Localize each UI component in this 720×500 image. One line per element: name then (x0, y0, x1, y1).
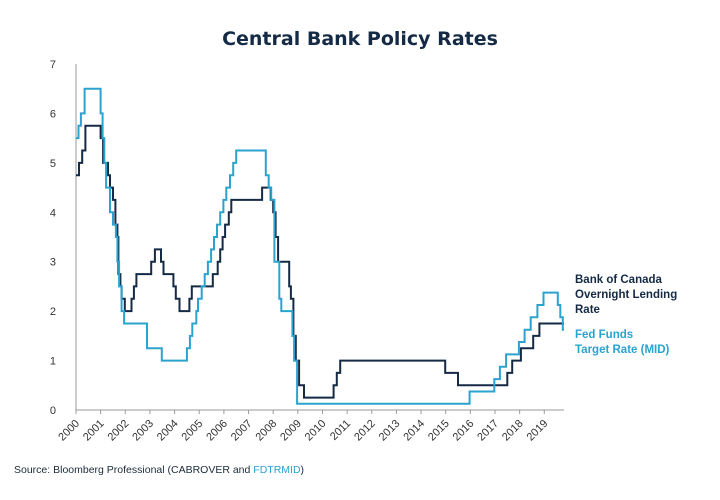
source-suffix: ) (300, 464, 305, 476)
x-tick-label: 2001 (81, 418, 107, 444)
x-tick-label: 2016 (451, 418, 477, 444)
x-tick-label: 2019 (525, 418, 551, 444)
x-tick-label: 2009 (278, 418, 304, 444)
x-tick-label: 2013 (377, 418, 403, 444)
x-tick-label: 2015 (426, 418, 452, 444)
source-highlight: FDTRMID (253, 464, 301, 476)
series-line-bank-of-canada (76, 124, 564, 399)
y-tick-label: 0 (50, 405, 56, 417)
x-tick-label: 2005 (180, 418, 206, 444)
y-tick-label: 1 (50, 356, 56, 368)
legend-label-line: Overnight Lending (575, 289, 677, 301)
x-tick-label: 2008 (253, 418, 279, 444)
x-tick-label: 2006 (204, 418, 230, 444)
x-tick-label: 2003 (130, 418, 156, 444)
x-tick-label: 2000 (56, 418, 82, 444)
source-prefix: Source: Bloomberg Professional (CABROVER… (14, 464, 254, 476)
chart-title: Central Bank Policy Rates (222, 28, 498, 50)
legend-label-line: Target Rate (MID) (575, 344, 670, 356)
x-tick-label: 2017 (475, 418, 501, 444)
y-tick-label: 4 (50, 207, 56, 219)
x-tick-label: 2007 (229, 418, 255, 444)
x-tick-label: 2010 (303, 418, 329, 444)
x-tick-label: 2004 (155, 418, 181, 444)
y-tick-label: 7 (50, 59, 56, 71)
legend-label-line: Fed Funds (575, 329, 633, 341)
y-tick-label: 6 (50, 108, 56, 120)
x-tick-label: 2018 (500, 418, 526, 444)
y-tick-label: 3 (50, 257, 56, 269)
x-tick-label: 2011 (328, 418, 353, 443)
legend-label-line: Bank of Canada (575, 274, 663, 286)
x-tick-label: 2002 (106, 418, 132, 444)
y-tick-label: 2 (50, 306, 56, 318)
source-note: Source: Bloomberg Professional (CABROVER… (14, 464, 304, 476)
x-tick-label: 2014 (401, 418, 427, 444)
series-line-fed-funds (76, 87, 564, 405)
y-tick-label: 5 (50, 158, 56, 170)
legend-label-line: Rate (575, 304, 600, 316)
x-tick-label: 2012 (352, 418, 378, 444)
